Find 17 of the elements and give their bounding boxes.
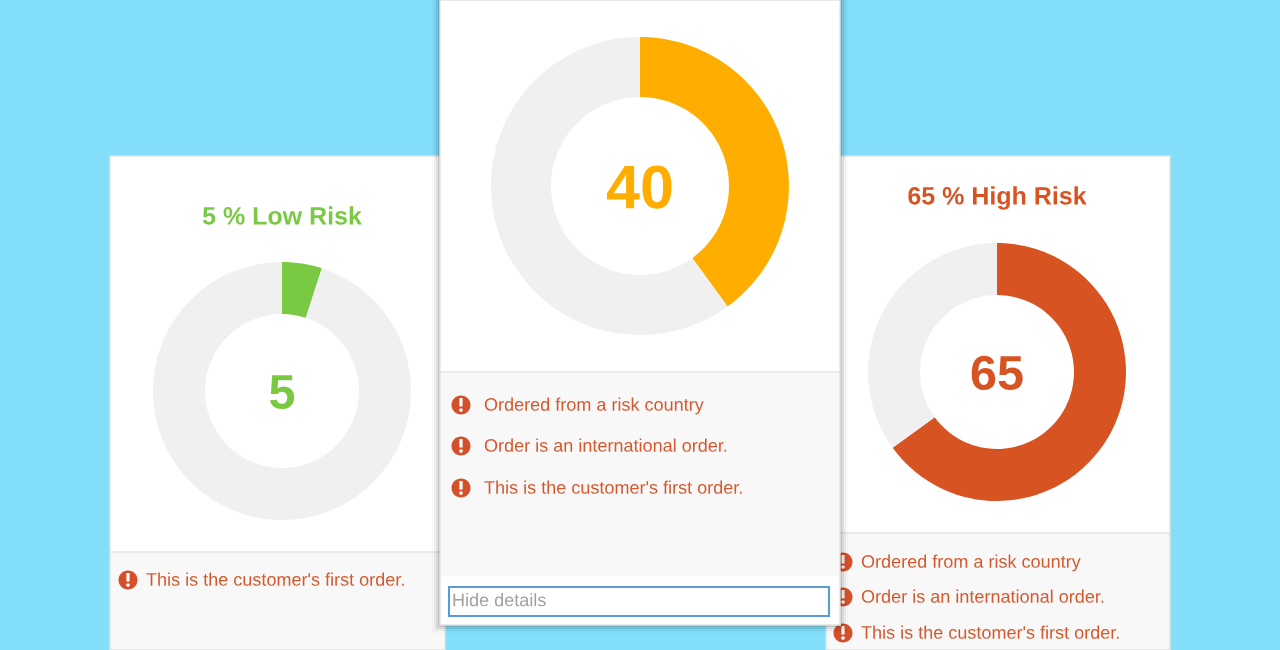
text: 40 <box>606 165 672 209</box>
text: Order is an international order. <box>861 589 1104 603</box>
donut-slice <box>491 37 728 335</box>
text: Order is an international order. <box>484 438 727 452</box>
chart-title: 5 % Low Risk <box>202 206 362 225</box>
donut-slice <box>892 243 1126 501</box>
donut-slice <box>153 262 411 520</box>
chart-title: 65 % High Risk <box>908 186 1087 210</box>
text: 5 <box>269 375 295 410</box>
text: Ordered from a risk country <box>861 554 1081 572</box>
text: Ordered from a risk country <box>484 397 704 415</box>
text: This is the customer's first order. <box>146 572 404 586</box>
donut-slice <box>282 262 322 318</box>
text: Hide details <box>453 593 546 607</box>
text: 65 <box>971 355 1023 391</box>
text: This is the customer's first order. <box>861 625 1119 639</box>
text: This is the customer's first order. <box>484 480 742 494</box>
